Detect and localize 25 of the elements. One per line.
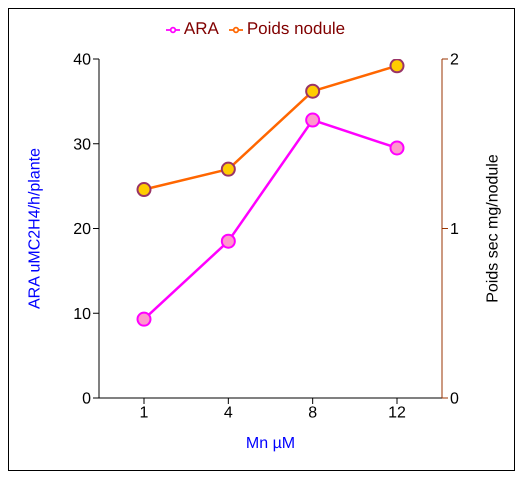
y2-tick-label: 1 — [450, 221, 459, 238]
y-tick-label: 40 — [73, 52, 92, 69]
point — [136, 182, 152, 198]
x-tick-label: 8 — [308, 404, 318, 422]
y-tick-label: 0 — [82, 390, 92, 408]
point — [390, 59, 404, 74]
point — [220, 234, 236, 249]
point — [305, 84, 320, 99]
y2-tick-label: 2 — [450, 52, 459, 69]
legend-label: Poids nodule — [246, 19, 346, 38]
x-axis-title: Mn µM — [246, 435, 296, 452]
y2-axis-title: Poids sec mg/nodule — [484, 154, 502, 303]
point — [136, 312, 152, 327]
x-tick-label: 12 — [388, 404, 406, 422]
point — [305, 112, 320, 128]
x-tick-label: 4 — [224, 404, 233, 422]
y-axis-title: ARA uMC2H4/h/plante — [26, 148, 44, 309]
legend-label: ARA — [184, 19, 219, 38]
y-tick-label: 30 — [73, 136, 92, 154]
y2-tick-label: 0 — [450, 390, 459, 408]
point — [220, 162, 236, 177]
y-tick-label: 10 — [73, 306, 92, 323]
y-tick-label: 20 — [73, 221, 92, 238]
point — [390, 140, 404, 156]
x-tick-label: 1 — [140, 404, 149, 422]
